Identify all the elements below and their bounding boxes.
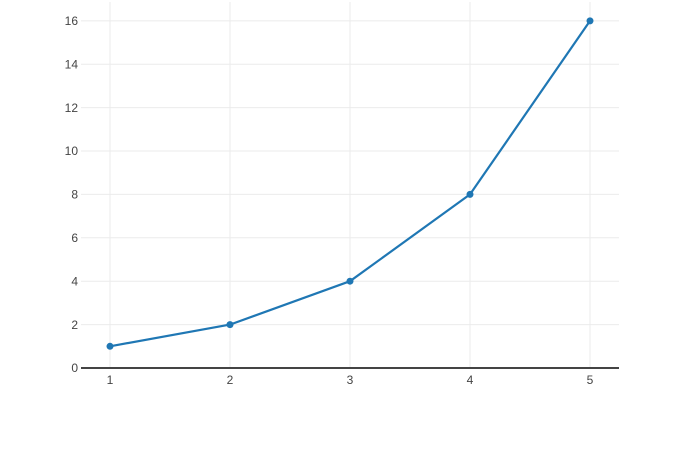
y-tick-label: 0 bbox=[71, 361, 78, 375]
y-tick-label: 12 bbox=[65, 101, 79, 115]
y-tick-label: 4 bbox=[71, 274, 78, 288]
data-point-marker[interactable] bbox=[586, 17, 594, 25]
data-point-marker[interactable] bbox=[466, 190, 474, 198]
y-tick-label: 16 bbox=[65, 14, 79, 28]
data-point-marker[interactable] bbox=[106, 342, 114, 350]
data-point-marker[interactable] bbox=[226, 321, 234, 329]
y-tick-label: 14 bbox=[65, 58, 79, 72]
x-tick-label: 4 bbox=[467, 373, 474, 387]
y-tick-label: 8 bbox=[71, 188, 78, 202]
y-tick-label: 2 bbox=[71, 318, 78, 332]
x-tick-label: 3 bbox=[347, 373, 354, 387]
x-tick-label: 5 bbox=[587, 373, 594, 387]
y-tick-label: 6 bbox=[71, 231, 78, 245]
x-tick-label: 1 bbox=[107, 373, 114, 387]
data-point-marker[interactable] bbox=[346, 277, 354, 285]
x-tick-label: 2 bbox=[227, 373, 234, 387]
y-tick-label: 10 bbox=[65, 144, 79, 158]
